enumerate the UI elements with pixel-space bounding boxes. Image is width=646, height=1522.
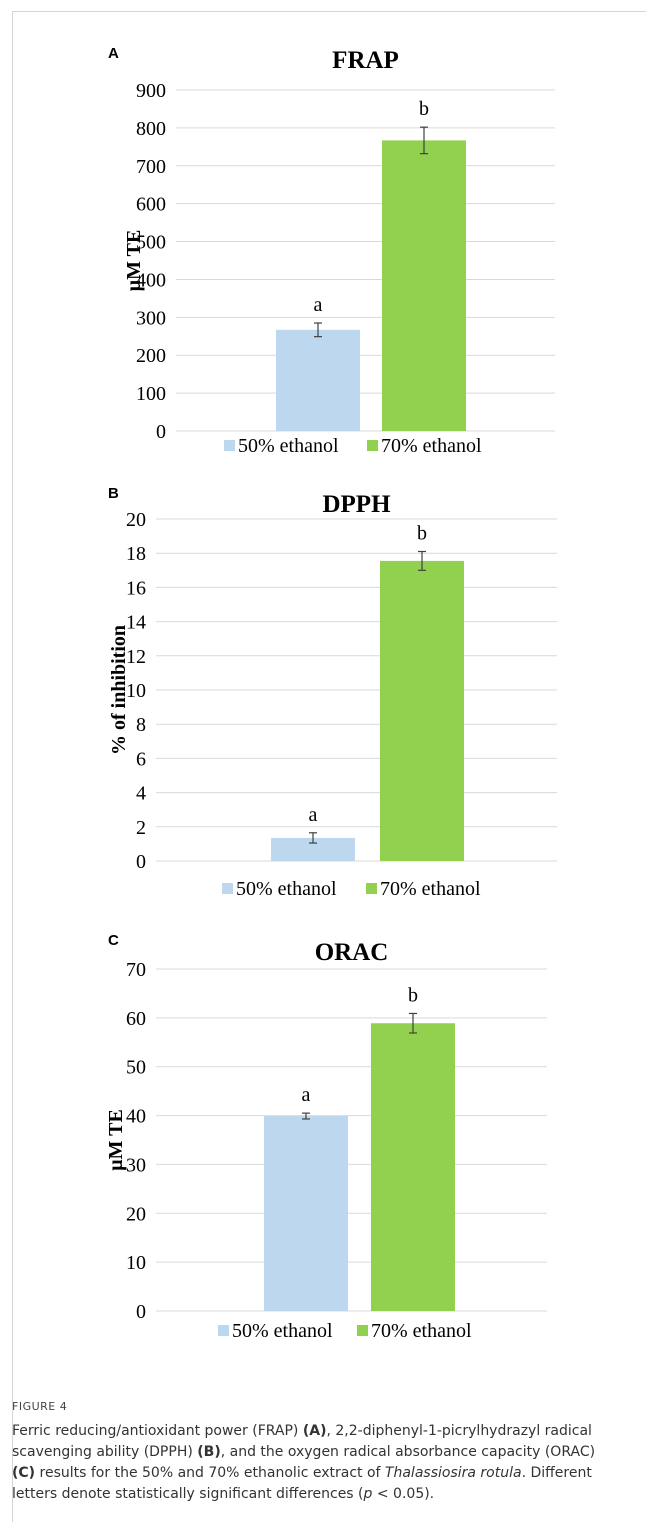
y-tick-label: 6 xyxy=(136,748,146,770)
y-tick-label: 600 xyxy=(136,194,166,216)
y-axis-label: % of inhibition xyxy=(108,625,130,755)
caption-segment: , 2,2-diphenyl-1-picrylhydrazyl radical … xyxy=(12,1423,592,1460)
bar xyxy=(271,837,355,861)
error-bar xyxy=(420,126,428,155)
error-bar xyxy=(418,550,426,571)
significance-label: a xyxy=(302,1084,311,1106)
y-tick-label: 14 xyxy=(126,612,146,634)
legend-label: 50% ethanol xyxy=(236,878,337,900)
caption-text: Ferric reducing/antioxidant power (FRAP)… xyxy=(12,1421,622,1505)
y-tick-label: 400 xyxy=(136,269,166,291)
chart-panel-b: B DPPH 0 2 4 6 8 10 12 14 16 18 20 % of inhibition a b 5… xyxy=(0,475,646,905)
legend-swatch xyxy=(357,1325,368,1336)
y-tick-label: 20 xyxy=(126,509,146,531)
error-bar xyxy=(309,832,317,844)
y-tick-label: 500 xyxy=(136,232,166,254)
y-tick-label: 0 xyxy=(156,421,166,443)
chart-title: ORAC xyxy=(315,939,389,966)
legend-swatch xyxy=(224,440,235,451)
figure-caption: FIGURE 4 Ferric reducing/antioxidant pow… xyxy=(12,1400,622,1505)
bar xyxy=(380,560,464,861)
caption-segment: , and the oxygen radical absorbance capa… xyxy=(220,1444,596,1460)
error-bar xyxy=(314,322,322,338)
chart-svg: A FRAP 0 100 200 300 400 500 600 700 800 900 µM TE a b… xyxy=(108,45,555,457)
significance-label: b xyxy=(419,98,429,120)
legend-label: 50% ethanol xyxy=(232,1320,333,1342)
significance-label: b xyxy=(408,984,418,1006)
y-tick-label: 30 xyxy=(126,1154,146,1176)
y-tick-label: 40 xyxy=(126,1106,146,1128)
legend-swatch xyxy=(367,440,378,451)
legend-swatch xyxy=(366,883,377,894)
y-axis-label: µM TE xyxy=(105,1109,127,1171)
panel-letter: A xyxy=(108,45,119,62)
caption-segment: . Different letters denote statistically… xyxy=(12,1465,592,1502)
error-bar xyxy=(409,1012,417,1034)
bar xyxy=(276,329,360,431)
significance-label: a xyxy=(314,294,323,316)
y-tick-label: 70 xyxy=(126,959,146,981)
y-tick-label: 16 xyxy=(126,577,146,599)
y-tick-label: 8 xyxy=(136,714,146,736)
panel-letter: B xyxy=(108,485,119,502)
y-tick-label: 4 xyxy=(136,783,146,805)
y-tick-label: 200 xyxy=(136,345,166,367)
y-tick-label: 60 xyxy=(126,1008,146,1030)
panel-letter: C xyxy=(108,932,119,949)
chart-svg: C ORAC 0 10 20 30 40 50 60 70 µM TE a b 50% ethanol 70… xyxy=(105,932,547,1342)
y-tick-label: 700 xyxy=(136,156,166,178)
caption-segment: results for the 50% and 70% ethanolic ex… xyxy=(35,1465,385,1481)
caption-segment: Thalassiosira rotula xyxy=(384,1465,522,1481)
legend-swatch xyxy=(222,883,233,894)
chart-title: FRAP xyxy=(332,47,399,74)
legend-swatch xyxy=(218,1325,229,1336)
bar xyxy=(371,1023,455,1311)
error-bar xyxy=(302,1112,310,1120)
legend-label: 70% ethanol xyxy=(380,878,481,900)
y-tick-label: 900 xyxy=(136,80,166,102)
chart-svg: B DPPH 0 2 4 6 8 10 12 14 16 18 20 % of inhibition a b 5… xyxy=(108,485,557,900)
y-tick-label: 100 xyxy=(136,383,166,405)
bar xyxy=(382,140,466,431)
y-tick-label: 50 xyxy=(126,1057,146,1079)
y-tick-label: 12 xyxy=(126,646,146,668)
y-tick-label: 300 xyxy=(136,307,166,329)
y-tick-label: 0 xyxy=(136,1301,146,1323)
y-tick-label: 0 xyxy=(136,851,146,873)
y-tick-label: 10 xyxy=(126,680,146,702)
chart-panel-a: A FRAP 0 100 200 300 400 500 600 700 800 900 µM TE a b… xyxy=(0,40,646,480)
chart-panel-c: C ORAC 0 10 20 30 40 50 60 70 µM TE a b 50% ethanol 70… xyxy=(0,925,646,1355)
caption-segment: (C) xyxy=(12,1465,36,1481)
y-tick-label: 2 xyxy=(136,817,146,839)
chart-title: DPPH xyxy=(322,491,391,518)
y-tick-label: 20 xyxy=(126,1203,146,1225)
significance-label: a xyxy=(309,804,318,826)
caption-segment: (A) xyxy=(302,1423,327,1439)
caption-segment: Ferric reducing/antioxidant power (FRAP) xyxy=(12,1423,303,1439)
figure-frame-left xyxy=(12,11,13,1522)
legend-label: 50% ethanol xyxy=(238,435,339,457)
figure-label: FIGURE 4 xyxy=(12,1400,68,1413)
legend-label: 70% ethanol xyxy=(381,435,482,457)
significance-label: b xyxy=(417,522,427,544)
caption-segment: p xyxy=(363,1486,373,1502)
y-tick-label: 18 xyxy=(126,543,146,565)
bar xyxy=(264,1116,348,1311)
figure-frame-top xyxy=(12,11,646,12)
y-axis-label: µM TE xyxy=(123,230,145,292)
y-tick-label: 10 xyxy=(126,1252,146,1274)
legend-label: 70% ethanol xyxy=(371,1320,472,1342)
caption-segment: < 0.05). xyxy=(372,1486,435,1502)
y-tick-label: 800 xyxy=(136,118,166,140)
caption-segment: (B) xyxy=(197,1444,221,1460)
